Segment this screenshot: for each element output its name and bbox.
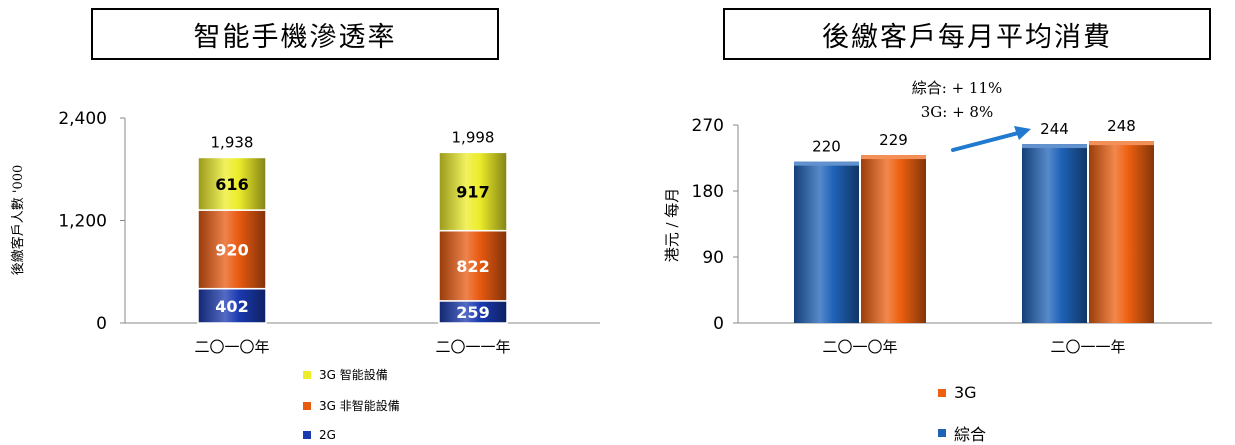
bar-value-label: 920 xyxy=(215,240,248,259)
y-axis-label: 港元 / 每月 xyxy=(663,188,681,263)
bar-value-label: 822 xyxy=(456,257,489,276)
legend-swatch xyxy=(303,431,311,439)
legend-swatch xyxy=(938,388,946,397)
bar-value-label: 259 xyxy=(456,303,489,322)
y-tick-label: 0 xyxy=(713,314,724,334)
bar xyxy=(1089,141,1154,323)
bar-segment xyxy=(438,229,508,302)
y-axis-label: 後繳客戶人數 '000 xyxy=(10,165,26,276)
x-tick-label: 二〇一一年 xyxy=(1050,338,1125,356)
legend-swatch xyxy=(938,429,946,437)
legend-item: 2G xyxy=(303,428,336,442)
annotation-text: 3G: + 8% xyxy=(921,103,993,121)
legend-label: 3G 非智能設備 xyxy=(319,399,400,413)
bar-segment xyxy=(197,156,267,211)
legend-item: 綜合 xyxy=(938,421,986,445)
x-tick-label: 二〇一一年 xyxy=(435,338,510,356)
legend-swatch xyxy=(303,401,311,410)
legend-item: 3G xyxy=(938,383,977,402)
left-chart-title: 智能手機滲透率 xyxy=(91,8,499,60)
legend-label: 3G xyxy=(954,383,977,402)
legend-item: 3G 智能設備 xyxy=(303,366,388,383)
bar xyxy=(794,161,859,323)
annotation-arrow-head xyxy=(1014,126,1031,140)
bar-top-face xyxy=(794,161,859,166)
legend-item: 3G 非智能設備 xyxy=(303,397,400,414)
legend-label: 綜合 xyxy=(954,425,987,444)
y-tick-label: 2,400 xyxy=(58,109,107,129)
bar-value-label: 248 xyxy=(1107,117,1136,135)
bar-value-label: 917 xyxy=(456,183,489,202)
bar-segment xyxy=(438,151,508,232)
bar xyxy=(861,155,926,323)
y-tick-label: 90 xyxy=(702,248,724,268)
bar-total-label: 1,938 xyxy=(211,133,254,151)
y-tick-label: 270 xyxy=(692,116,724,136)
left-panel: 智能手機滲透率 0 1,200 2,400 後繳客戶人數 '000 402 920 616 1… xyxy=(0,0,620,442)
y-tick-label: 0 xyxy=(96,314,107,334)
bar-top-face xyxy=(1089,141,1154,146)
legend-label: 3G 智能設備 xyxy=(319,368,388,382)
bar-value-label: 616 xyxy=(215,175,248,194)
y-tick-label: 1,200 xyxy=(58,212,107,232)
bar-top-face xyxy=(1022,144,1087,149)
annotation-arrow-shaft xyxy=(951,131,1020,152)
bar-value-label: 402 xyxy=(215,297,248,316)
right-panel: 後繳客戶每月平均消費 0 90 180 270 港元 / 每月 220 229 二〇一〇年 24… xyxy=(620,0,1235,444)
bar-value-label: 220 xyxy=(812,138,841,156)
legend-label: 2G xyxy=(319,428,336,442)
x-tick-label: 二〇一〇年 xyxy=(822,338,897,356)
bar xyxy=(1022,144,1087,323)
x-tick-label: 二〇一〇年 xyxy=(194,338,269,356)
bar-value-label: 229 xyxy=(879,131,908,149)
bar-top-face xyxy=(861,155,926,160)
y-tick-label: 180 xyxy=(692,182,724,202)
bar-value-label: 244 xyxy=(1040,120,1069,138)
right-chart: 0 90 180 270 港元 / 每月 220 229 二〇一〇年 244 248 二〇一一年 綜合… xyxy=(663,79,1212,356)
bar-segment xyxy=(197,209,267,290)
left-chart: 0 1,200 2,400 後繳客戶人數 '000 402 920 616 1,938 二〇一〇… xyxy=(10,109,600,356)
right-chart-title: 後繳客戶每月平均消費 xyxy=(723,8,1211,60)
annotation-text: 綜合: + 11% xyxy=(912,79,1003,97)
legend-swatch xyxy=(303,370,311,379)
bar-total-label: 1,998 xyxy=(452,128,495,146)
